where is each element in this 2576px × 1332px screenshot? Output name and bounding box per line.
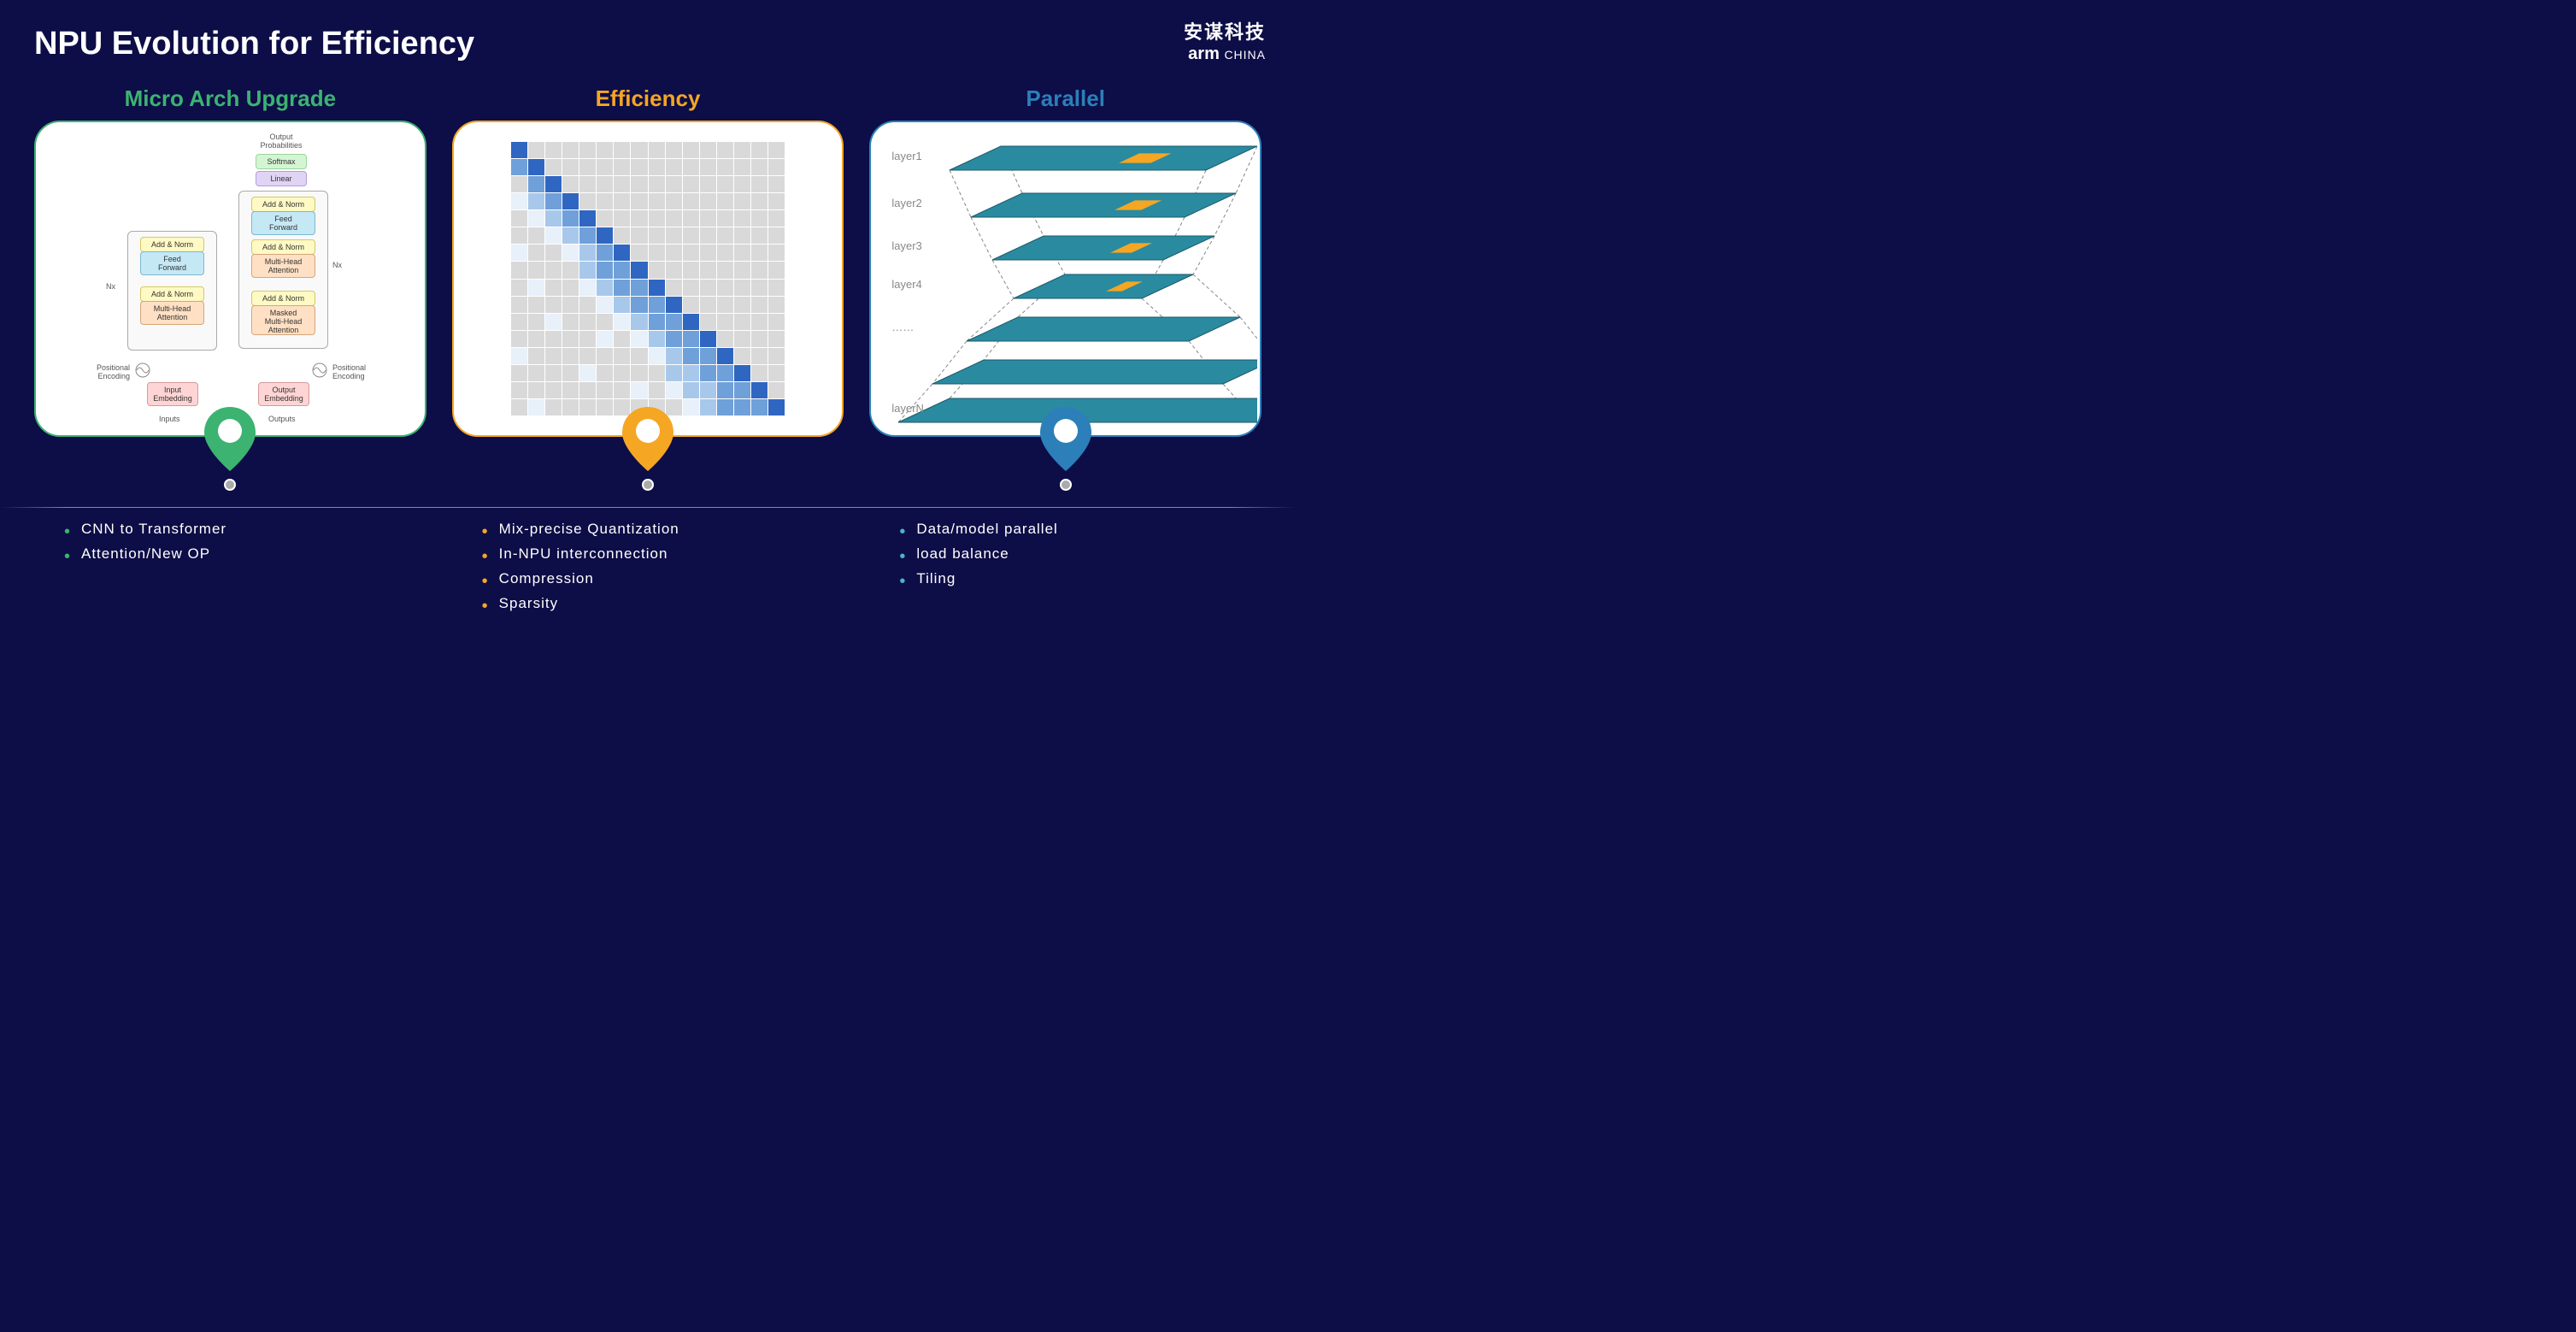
timeline-dot <box>642 479 654 491</box>
layer-label: …… <box>891 321 914 333</box>
layers-svg <box>881 133 1257 432</box>
layer-label: layerN <box>891 402 924 415</box>
tf-addnorm: Add & Norm <box>140 237 204 252</box>
tf-inputs: Inputs <box>159 415 180 423</box>
sparsity-heatmap <box>511 142 785 416</box>
bullets-micro-arch: CNN to Transformer Attention/New OP <box>34 517 226 567</box>
tf-linear: Linear <box>256 171 307 186</box>
card-micro-arch: OutputProbabilities Softmax Linear Add &… <box>34 121 426 437</box>
column-title: Efficiency <box>596 85 701 112</box>
bullet-item: Mix-precise Quantization <box>499 517 679 542</box>
tf-output-emb: OutputEmbedding <box>258 382 309 406</box>
page-title: NPU Evolution for Efficiency <box>34 26 474 62</box>
tf-addnorm: Add & Norm <box>140 286 204 302</box>
column-efficiency: Efficiency Mix-precise Quantization In-N… <box>452 85 844 616</box>
bullets-efficiency: Mix-precise Quantization In-NPU intercon… <box>452 517 679 616</box>
card-parallel: layer1 layer2 layer3 layer4 …… layerN <box>869 121 1262 437</box>
tf-outputs: Outputs <box>268 415 296 423</box>
tf-posenc: PositionalEncoding <box>87 363 130 380</box>
logo-chinese: 安谋科技 <box>1184 17 1266 44</box>
posenc-icon <box>134 362 151 379</box>
pin-marker-green <box>204 407 256 471</box>
pin-marker-orange <box>622 407 673 471</box>
layer-label: layer1 <box>891 150 921 162</box>
tf-softmax: Softmax <box>256 154 307 169</box>
parallel-layers-diagram: layer1 layer2 layer3 layer4 …… layerN <box>881 133 1250 425</box>
bullet-item: load balance <box>916 542 1057 567</box>
bullet-item: Sparsity <box>499 592 679 616</box>
pin-marker-blue <box>1040 407 1091 471</box>
tf-output-label: OutputProbabilities <box>251 133 311 150</box>
tf-ff: FeedForward <box>140 251 204 275</box>
layer-label: layer2 <box>891 197 921 209</box>
bullet-item: CNN to Transformer <box>81 517 226 542</box>
column-parallel: Parallel layer1layer2layer3layer4……layer… <box>869 85 1262 616</box>
brand-logo: 安谋科技 arm CHINA <box>1184 17 1266 64</box>
tf-input-emb: InputEmbedding <box>147 382 198 406</box>
bullet-item: Attention/New OP <box>81 542 226 567</box>
tf-addnorm: Add & Norm <box>251 239 315 255</box>
tf-addnorm: Add & Norm <box>251 197 315 212</box>
column-title: Parallel <box>1026 85 1105 112</box>
bullet-item: In-NPU interconnection <box>499 542 679 567</box>
tf-ff: FeedForward <box>251 211 315 235</box>
logo-english: arm CHINA <box>1184 44 1266 64</box>
layer-label: layer4 <box>891 278 921 291</box>
tf-mha: Multi-HeadAttention <box>251 254 315 278</box>
bullet-item: Compression <box>499 567 679 592</box>
bullet-item: Data/model parallel <box>916 517 1057 542</box>
bullet-item: Tiling <box>916 567 1057 592</box>
timeline-dot <box>1060 479 1072 491</box>
tf-nx: Nx <box>106 282 115 291</box>
posenc-icon <box>311 362 328 379</box>
column-micro-arch: Micro Arch Upgrade OutputProbabilities S… <box>34 85 426 616</box>
tf-posenc: PositionalEncoding <box>332 363 366 380</box>
columns-container: Micro Arch Upgrade OutputProbabilities S… <box>34 85 1262 616</box>
tf-nx: Nx <box>332 261 342 269</box>
tf-masked-mha: MaskedMulti-HeadAttention <box>251 305 315 335</box>
transformer-diagram: OutputProbabilities Softmax Linear Add &… <box>46 133 415 425</box>
tf-addnorm: Add & Norm <box>251 291 315 306</box>
layer-label: layer3 <box>891 239 921 252</box>
column-title: Micro Arch Upgrade <box>125 85 337 112</box>
timeline-dot <box>224 479 236 491</box>
bullets-parallel: Data/model parallel load balance Tiling <box>869 517 1057 592</box>
card-efficiency <box>452 121 844 437</box>
tf-mha: Multi-HeadAttention <box>140 301 204 325</box>
